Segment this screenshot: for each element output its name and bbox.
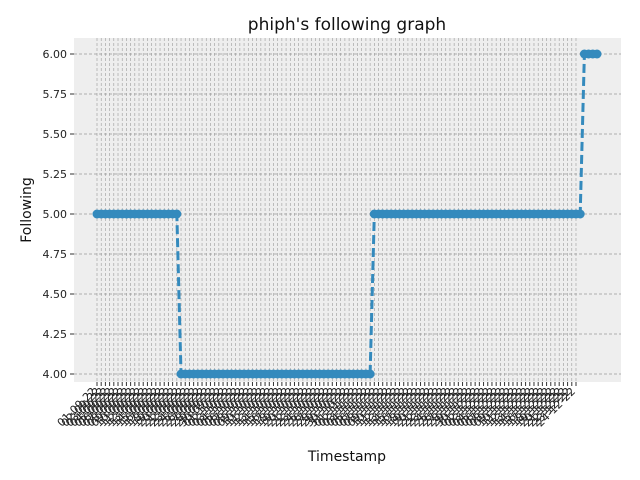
y-tick-label: 4.75 xyxy=(43,248,68,261)
y-tick-label: 4.25 xyxy=(43,328,68,341)
y-tick-label: 5.00 xyxy=(43,208,68,221)
y-tick-label: 5.50 xyxy=(43,128,68,141)
y-axis-ticks: 4.00 4.25 4.50 4.75 5.00 5.25 5.50 5.75 6.00 xyxy=(43,48,74,381)
x-axis-title: Timestamp xyxy=(307,449,386,465)
series-points xyxy=(92,49,602,379)
data-point xyxy=(592,49,602,59)
y-tick-label: 5.25 xyxy=(43,168,68,181)
data-point xyxy=(575,209,585,219)
data-point xyxy=(172,209,182,219)
data-point xyxy=(365,369,375,379)
y-tick-label: 5.75 xyxy=(43,88,68,101)
y-tick-label: 4.00 xyxy=(43,368,68,381)
y-tick-label: 4.50 xyxy=(43,288,68,301)
x-axis-ticks: 01-09-2202-09-2203-09-2204-09-2205-09-22… xyxy=(55,382,578,429)
chart-title: phiph's following graph xyxy=(248,15,446,35)
y-tick-label: 6.00 xyxy=(43,48,68,61)
y-axis-title: Following xyxy=(19,177,35,243)
